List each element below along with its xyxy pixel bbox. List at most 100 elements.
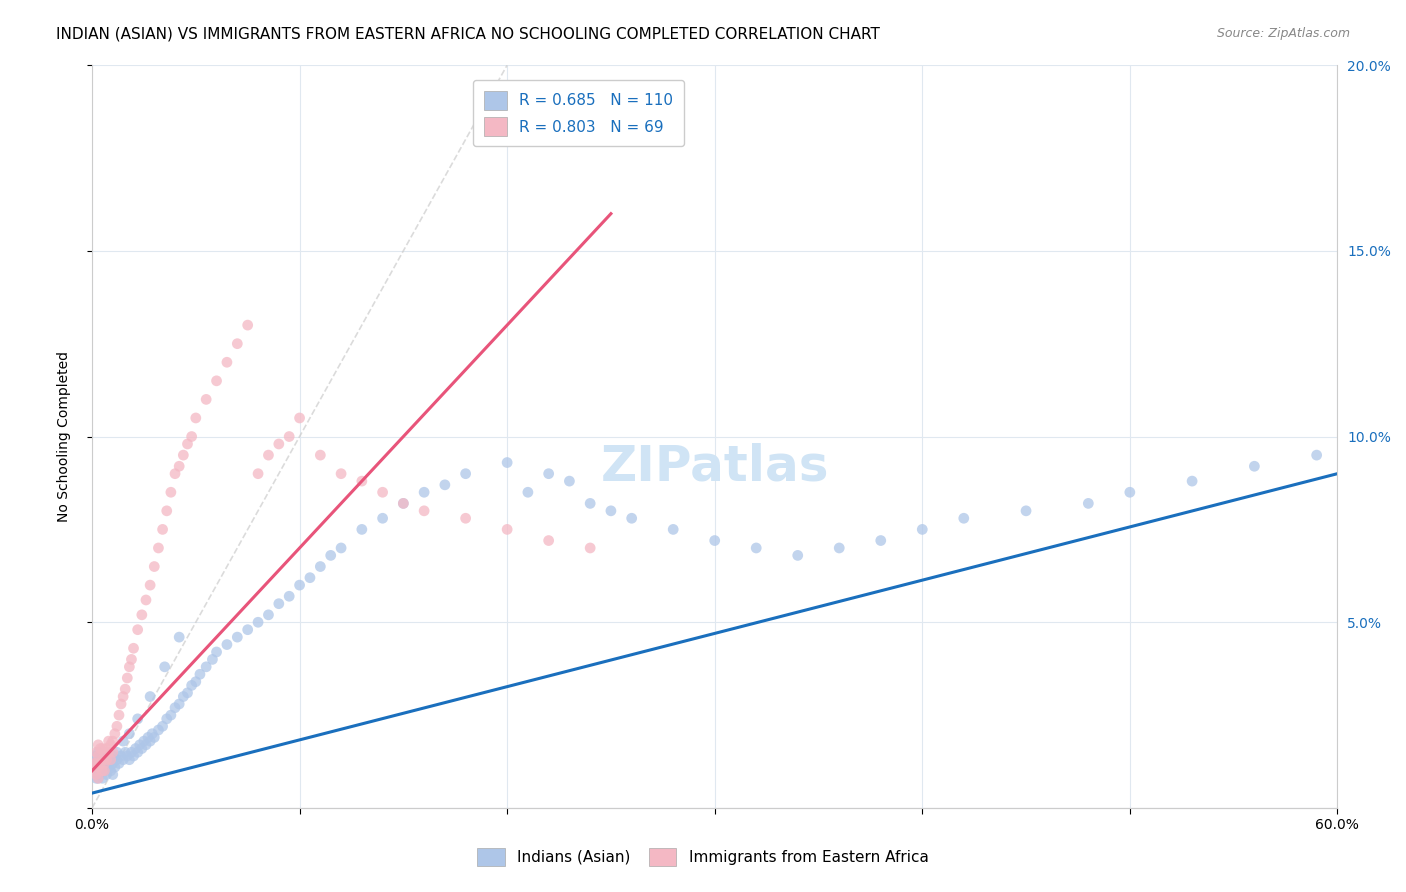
Point — [131, 607, 153, 622]
Point — [122, 641, 145, 656]
Point — [247, 467, 270, 481]
Point — [101, 734, 124, 748]
Point — [97, 749, 120, 764]
Point — [110, 697, 132, 711]
Point — [104, 760, 127, 774]
Point — [91, 760, 114, 774]
Point — [135, 738, 157, 752]
Point — [786, 549, 808, 563]
Point — [215, 638, 238, 652]
Point — [108, 756, 131, 771]
Point — [93, 764, 115, 778]
Point — [83, 764, 105, 778]
Point — [143, 731, 166, 745]
Point — [454, 511, 477, 525]
Point — [172, 690, 194, 704]
Point — [89, 749, 111, 764]
Point — [118, 727, 141, 741]
Point — [96, 741, 118, 756]
Point — [579, 496, 602, 510]
Point — [371, 511, 394, 525]
Point — [117, 671, 139, 685]
Point — [1119, 485, 1142, 500]
Point — [172, 448, 194, 462]
Point — [167, 697, 190, 711]
Point — [620, 511, 643, 525]
Point — [93, 764, 115, 778]
Point — [188, 667, 211, 681]
Point — [350, 474, 373, 488]
Point — [127, 712, 149, 726]
Point — [371, 485, 394, 500]
Point — [148, 541, 170, 555]
Point — [433, 478, 456, 492]
Point — [413, 504, 436, 518]
Point — [101, 767, 124, 781]
Point — [87, 760, 110, 774]
Legend: R = 0.685   N = 110, R = 0.803   N = 69: R = 0.685 N = 110, R = 0.803 N = 69 — [474, 80, 683, 146]
Point — [91, 741, 114, 756]
Text: Source: ZipAtlas.com: Source: ZipAtlas.com — [1216, 27, 1350, 40]
Point — [84, 771, 107, 785]
Point — [952, 511, 974, 525]
Point — [298, 571, 321, 585]
Point — [118, 753, 141, 767]
Point — [89, 756, 111, 771]
Point — [135, 593, 157, 607]
Point — [153, 660, 176, 674]
Point — [110, 749, 132, 764]
Point — [87, 749, 110, 764]
Point — [120, 745, 142, 759]
Point — [104, 727, 127, 741]
Point — [330, 541, 353, 555]
Point — [91, 753, 114, 767]
Point — [105, 719, 128, 733]
Point — [156, 504, 179, 518]
Point — [662, 523, 685, 537]
Point — [101, 745, 124, 759]
Point — [143, 559, 166, 574]
Point — [579, 541, 602, 555]
Point — [91, 753, 114, 767]
Point — [136, 731, 159, 745]
Point — [131, 741, 153, 756]
Point — [319, 549, 342, 563]
Point — [176, 437, 198, 451]
Point — [537, 533, 560, 548]
Point — [176, 686, 198, 700]
Point — [267, 437, 290, 451]
Point — [392, 496, 415, 510]
Point — [558, 474, 581, 488]
Point — [87, 745, 110, 759]
Point — [496, 456, 519, 470]
Point — [184, 411, 207, 425]
Point — [148, 723, 170, 737]
Point — [84, 756, 107, 771]
Point — [100, 753, 122, 767]
Point — [101, 756, 124, 771]
Point — [195, 660, 218, 674]
Point — [87, 767, 110, 781]
Point — [91, 764, 114, 778]
Point — [163, 467, 186, 481]
Point — [93, 756, 115, 771]
Point — [703, 533, 725, 548]
Point — [87, 738, 110, 752]
Point — [101, 749, 124, 764]
Text: INDIAN (ASIAN) VS IMMIGRANTS FROM EASTERN AFRICA NO SCHOOLING COMPLETED CORRELAT: INDIAN (ASIAN) VS IMMIGRANTS FROM EASTER… — [56, 27, 880, 42]
Point — [167, 630, 190, 644]
Point — [226, 336, 249, 351]
Point — [350, 523, 373, 537]
Point — [330, 467, 353, 481]
Point — [160, 708, 183, 723]
Point — [100, 738, 122, 752]
Point — [97, 756, 120, 771]
Point — [869, 533, 891, 548]
Point — [89, 741, 111, 756]
Point — [205, 374, 228, 388]
Point — [105, 745, 128, 759]
Point — [413, 485, 436, 500]
Point — [127, 745, 149, 759]
Point — [120, 652, 142, 666]
Point — [97, 734, 120, 748]
